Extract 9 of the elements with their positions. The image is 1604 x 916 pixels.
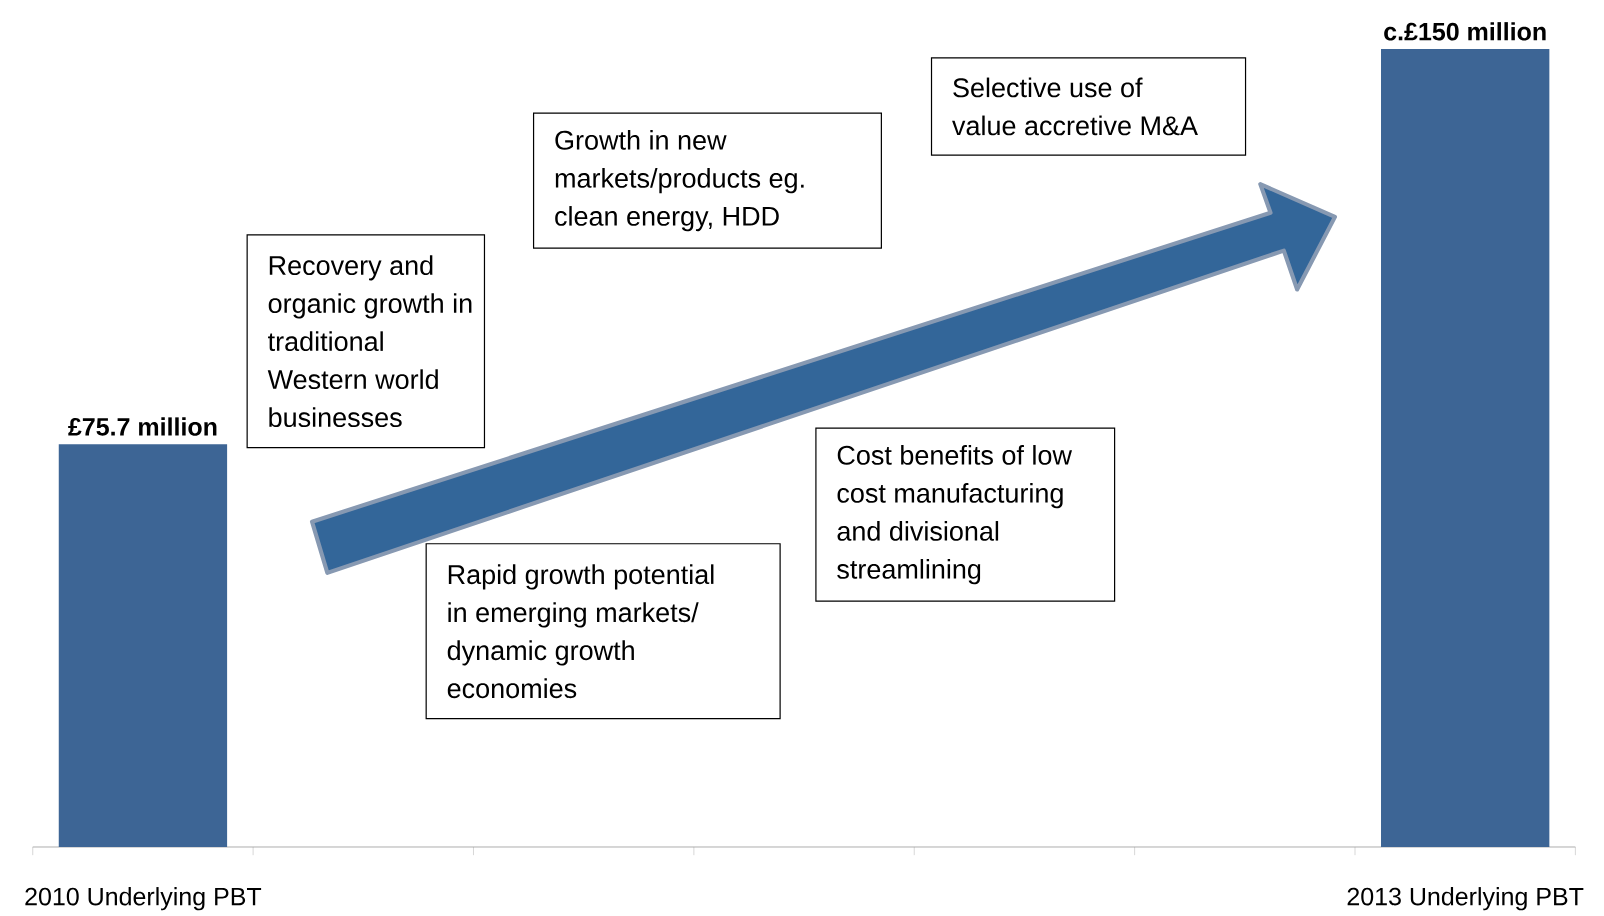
data-label: c.£150 million xyxy=(1384,22,1546,41)
annotation: Growth in new markets/products eg. clean energy, HDD xyxy=(555,130,804,232)
annotation: Recovery and organic growth in traditional Western world businesses xyxy=(267,255,472,428)
data-label: £75.7 million xyxy=(68,417,217,436)
annotation: Cost benefits of low cost manufacturing and divisional streamlining xyxy=(837,445,1073,585)
x-tick-label: 2010 Underlying PBT xyxy=(25,887,262,911)
annotation: Rapid growth potential in emerging markets/ dynamic growth economies xyxy=(447,564,714,699)
annotation: Selective use of value accretive M&A xyxy=(952,77,1198,136)
x-tick-label: 2013 Underlying PBT xyxy=(1347,887,1584,911)
